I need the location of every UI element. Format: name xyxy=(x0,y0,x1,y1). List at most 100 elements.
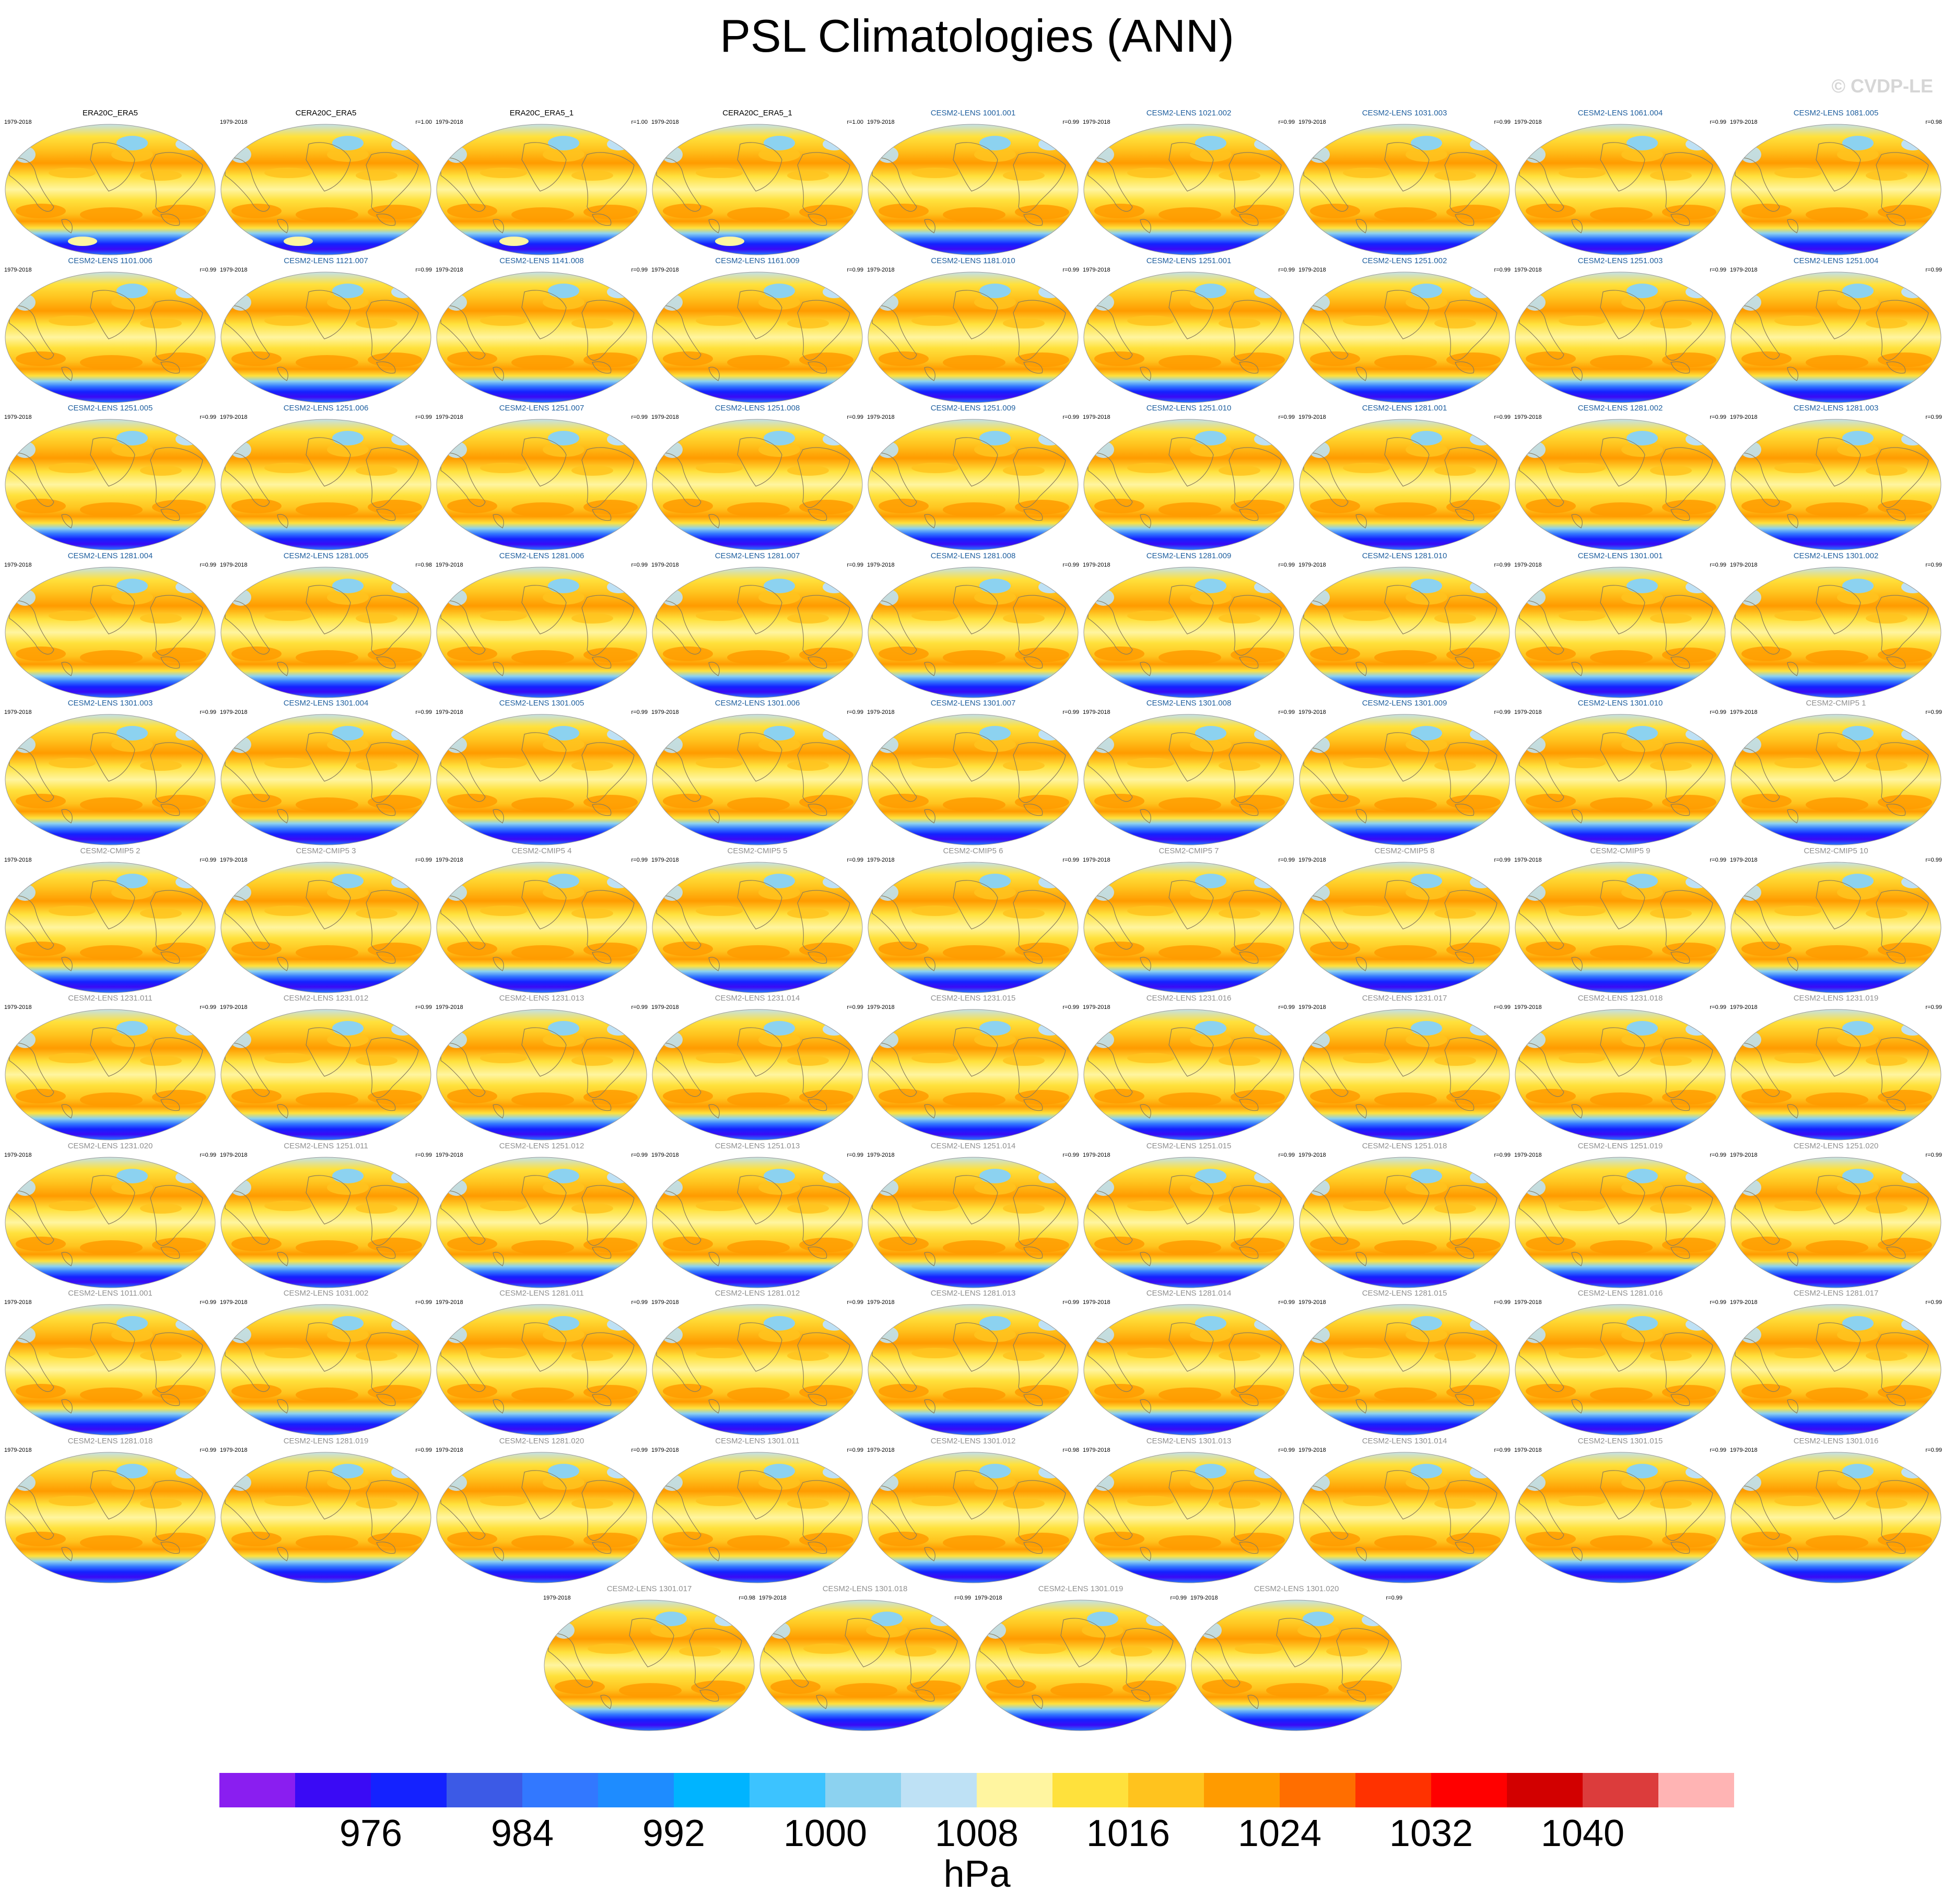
panel-period: 1979-2018 xyxy=(1730,414,1758,420)
map-panel: CESM2-LENS 1251.007 1979-2018 r=0.99 xyxy=(434,404,650,552)
panel-period: 1979-2018 xyxy=(436,1151,463,1158)
panel-correlation: r=0.99 xyxy=(847,414,864,420)
panel-correlation: r=0.99 xyxy=(847,856,864,863)
panel-title: CESM2-LENS 1251.014 xyxy=(930,1141,1016,1150)
map-panel: CESM2-LENS 1251.020 1979-2018 r=0.99 xyxy=(1728,1142,1944,1290)
panel-correlation: r=0.99 xyxy=(847,1151,864,1158)
psl-map xyxy=(544,1600,755,1731)
panel-title: CESM2-LENS 1301.003 xyxy=(67,699,153,708)
panel-title: CESM2-LENS 1251.002 xyxy=(1362,256,1447,265)
panel-period: 1979-2018 xyxy=(1514,414,1542,420)
panel-period: 1979-2018 xyxy=(4,266,32,273)
panel-correlation: r=0.99 xyxy=(1494,1004,1511,1010)
panel-title: CESM2-LENS 1001.001 xyxy=(930,109,1016,117)
map-panel: CESM2-LENS 1281.015 1979-2018 r=0.99 xyxy=(1296,1289,1513,1437)
psl-map xyxy=(1515,714,1726,845)
map-panel: CESM2-LENS 1231.017 1979-2018 r=0.99 xyxy=(1296,994,1513,1142)
panel-period: 1979-2018 xyxy=(436,709,463,715)
panel-period: 1979-2018 xyxy=(1514,266,1542,273)
psl-map xyxy=(5,1452,216,1583)
map-panel: CESM2-LENS 1281.012 1979-2018 r=0.99 xyxy=(649,1289,865,1437)
panel-correlation: r=0.99 xyxy=(415,1447,432,1453)
psl-map xyxy=(1083,1157,1294,1288)
panel-correlation: r=0.99 xyxy=(200,1151,217,1158)
panel-correlation: r=0.99 xyxy=(847,1447,864,1453)
map-panel: CESM2-LENS 1031.002 1979-2018 r=0.99 xyxy=(218,1289,434,1437)
panel-correlation: r=0.99 xyxy=(1925,856,1943,863)
panel-correlation: r=0.99 xyxy=(200,266,217,273)
panel-period: 1979-2018 xyxy=(1730,1447,1758,1453)
colorbar-segment xyxy=(598,1773,674,1807)
panel-title: CESM2-LENS 1251.015 xyxy=(1146,1141,1232,1150)
panel-correlation: r=1.00 xyxy=(631,119,648,125)
panel-title: CESM2-LENS 1251.019 xyxy=(1577,1141,1663,1150)
panel-period: 1979-2018 xyxy=(4,1447,32,1453)
panel-title: CESM2-LENS 1231.014 xyxy=(715,994,800,1003)
panel-correlation: r=0.99 xyxy=(1710,1004,1727,1010)
psl-map xyxy=(1083,1009,1294,1141)
map-panel: CESM2-LENS 1301.001 1979-2018 r=0.99 xyxy=(1512,551,1728,700)
map-panel: CESM2-LENS 1281.006 1979-2018 r=0.99 xyxy=(434,551,650,700)
panel-correlation: r=1.00 xyxy=(847,119,864,125)
panel-correlation: r=0.99 xyxy=(1925,709,1943,715)
panel-correlation: r=0.99 xyxy=(847,266,864,273)
panel-correlation: r=0.99 xyxy=(1925,414,1943,420)
panel-title: CESM2-LENS 1301.012 xyxy=(930,1436,1016,1445)
panel-title: CESM2-CMIP5 3 xyxy=(296,846,356,855)
psl-map xyxy=(220,124,431,255)
map-panel: CESM2-LENS 1301.013 1979-2018 r=0.99 xyxy=(1081,1437,1297,1585)
panel-period: 1979-2018 xyxy=(1190,1595,1218,1601)
panel-title: CESM2-CMIP5 1 xyxy=(1806,699,1866,708)
panel-title: CESM2-LENS 1281.018 xyxy=(67,1436,153,1445)
panel-correlation: r=1.00 xyxy=(415,119,432,125)
map-panel: CESM2-LENS 1161.009 1979-2018 r=0.99 xyxy=(649,256,865,405)
colorbar-segment xyxy=(1658,1773,1734,1807)
psl-map xyxy=(436,124,647,255)
psl-map xyxy=(1299,419,1510,550)
psl-map xyxy=(1730,419,1941,550)
map-panel: CESM2-LENS 1001.001 1979-2018 r=0.99 xyxy=(865,109,1081,257)
panel-period: 1979-2018 xyxy=(1298,561,1326,568)
psl-map xyxy=(652,862,863,993)
map-panel: CESM2-LENS 1031.003 1979-2018 r=0.99 xyxy=(1296,109,1513,257)
psl-map xyxy=(1515,1157,1726,1288)
panel-period: 1979-2018 xyxy=(651,709,679,715)
map-panel: CESM2-LENS 1281.013 1979-2018 r=0.99 xyxy=(865,1289,1081,1437)
psl-map xyxy=(1515,567,1726,698)
panel-correlation: r=0.98 xyxy=(1062,1447,1080,1453)
panel-correlation: r=0.99 xyxy=(200,1004,217,1010)
colorbar-label: 1008 xyxy=(934,1813,1019,1854)
panel-title: CESM2-LENS 1251.018 xyxy=(1362,1141,1447,1150)
psl-map xyxy=(1083,567,1294,698)
panel-title: CESM2-LENS 1231.018 xyxy=(1577,994,1663,1003)
panel-period: 1979-2018 xyxy=(436,1299,463,1306)
panel-title: CESM2-LENS 1301.010 xyxy=(1577,699,1663,708)
psl-map xyxy=(868,419,1079,550)
panel-period: 1979-2018 xyxy=(1298,1447,1326,1453)
panel-correlation: r=0.99 xyxy=(1062,561,1080,568)
map-panel: CESM2-CMIP5 2 1979-2018 r=0.99 xyxy=(2,847,218,995)
map-panel: CESM2-LENS 1251.008 1979-2018 r=0.99 xyxy=(649,404,865,552)
colorbar-segment xyxy=(447,1773,523,1807)
panel-correlation: r=0.99 xyxy=(1710,709,1727,715)
panel-correlation: r=0.99 xyxy=(200,709,217,715)
psl-map xyxy=(5,1009,216,1141)
map-panel: CESM2-LENS 1281.007 1979-2018 r=0.99 xyxy=(649,551,865,700)
figure-title: PSL Climatologies (ANN) xyxy=(720,10,1234,62)
psl-map xyxy=(1515,272,1726,403)
panel-correlation: r=0.99 xyxy=(631,414,648,420)
panel-period: 1979-2018 xyxy=(220,414,248,420)
panel-title: CESM2-LENS 1031.002 xyxy=(283,1289,369,1298)
psl-map xyxy=(1730,124,1941,255)
panel-correlation: r=0.99 xyxy=(1062,856,1080,863)
panel-correlation: r=0.99 xyxy=(1386,1595,1403,1601)
colorbar-label: 1040 xyxy=(1540,1813,1625,1854)
panel-title: CESM2-LENS 1231.017 xyxy=(1362,994,1447,1003)
panel-correlation: r=0.99 xyxy=(415,414,432,420)
panel-correlation: r=0.99 xyxy=(954,1595,972,1601)
psl-map xyxy=(1730,1452,1941,1583)
panel-correlation: r=0.99 xyxy=(1925,266,1943,273)
panel-correlation: r=0.99 xyxy=(847,709,864,715)
colorbar-label: 1024 xyxy=(1237,1813,1322,1854)
map-panel: CESM2-LENS 1301.019 1979-2018 r=0.99 xyxy=(973,1584,1189,1733)
